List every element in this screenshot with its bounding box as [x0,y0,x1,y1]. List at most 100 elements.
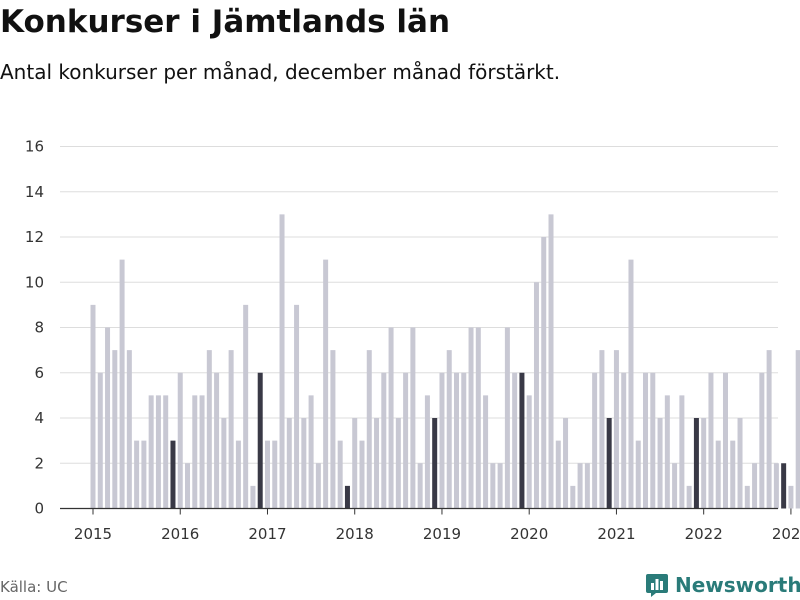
bar [272,440,278,509]
bar [592,372,598,509]
bar [381,372,387,509]
bar [744,485,750,509]
bar [344,485,350,509]
bar [548,214,554,509]
bar [468,327,474,509]
bar [766,350,772,509]
bar [97,372,103,509]
bar [490,463,496,509]
bar [519,372,525,509]
y-tick-label: 10 [25,273,44,291]
bar [613,350,619,509]
bar [657,418,663,509]
bar [439,372,445,509]
bar [155,395,161,509]
bar [134,440,140,509]
brand-name: Newsworthy [675,573,800,597]
y-tick-label: 4 [34,409,44,427]
y-tick-label: 12 [25,228,44,246]
y-tick-label: 8 [34,319,44,337]
source-label: Källa: UC [0,578,68,596]
bar [410,327,416,509]
bar [424,395,430,509]
bar [119,259,125,509]
chart-subtitle: Antal konkurser per månad, december måna… [0,60,561,84]
bar [352,418,358,509]
bar [185,463,191,509]
bar [555,440,561,509]
bar [497,463,503,509]
bar [221,418,227,509]
bar [635,440,641,509]
bar [279,214,285,509]
bar [417,463,423,509]
bar [403,372,409,509]
bar [512,372,518,509]
bar [526,395,532,509]
bar [337,440,343,509]
bar [679,395,685,509]
bar [294,304,300,509]
bar [752,463,758,509]
x-tick-label: 2022 [685,525,723,543]
bar [686,485,692,509]
bar [483,395,489,509]
bar [112,350,118,509]
bar [141,440,147,509]
bar [264,440,270,509]
bar [643,372,649,509]
bar [286,418,292,509]
bar [432,418,438,509]
bar [599,350,605,509]
x-tick-label: 2018 [336,525,374,543]
x-tick-label: 2021 [597,525,635,543]
bar [228,350,234,509]
y-tick-label: 16 [25,138,44,156]
bar [308,395,314,509]
bar [737,418,743,509]
bar [584,463,590,509]
bar [461,372,467,509]
bar [533,282,539,509]
bar [388,327,394,509]
bar [315,463,321,509]
bar [250,485,256,509]
bar [795,350,800,509]
bar [105,327,111,509]
x-tick-label: 2019 [423,525,461,543]
bar [126,350,132,509]
bar [192,395,198,509]
bar [781,463,787,509]
bar [243,304,249,509]
bar [701,418,707,509]
y-tick-label: 0 [34,500,44,518]
bar [163,395,169,509]
x-tick-label: 2023 [772,525,800,543]
bar [170,440,176,509]
bar [475,327,481,509]
bar [214,372,220,509]
bar [715,440,721,509]
bar [693,418,699,509]
bar [148,395,154,509]
bar [446,350,452,509]
bar [330,350,336,509]
bar [454,372,459,509]
bar [177,372,183,509]
bar [90,304,96,509]
bar [366,350,372,509]
bar [664,395,670,509]
bar [788,485,794,509]
bar [359,440,365,509]
bar [395,418,401,509]
y-tick-label: 6 [34,364,44,382]
bar [235,440,241,509]
bar [621,372,627,509]
bar [301,418,307,509]
x-tick-label: 2015 [74,525,112,543]
chart-title: Konkurser i Jämtlands län [0,4,451,40]
bar [650,372,656,509]
y-tick-label: 14 [25,183,44,201]
y-tick-label: 2 [34,454,44,472]
